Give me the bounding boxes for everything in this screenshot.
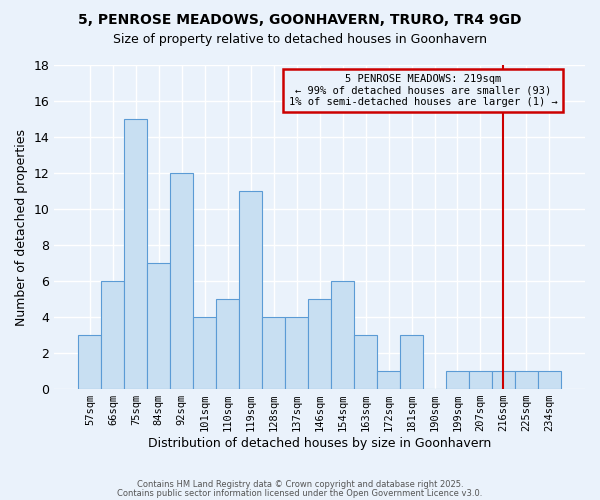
Bar [79, 335, 101, 389]
Bar [400, 335, 423, 389]
Bar [446, 371, 469, 389]
Bar [101, 281, 124, 389]
Bar [469, 371, 492, 389]
Text: Contains HM Land Registry data © Crown copyright and database right 2025.: Contains HM Land Registry data © Crown c… [137, 480, 463, 489]
X-axis label: Distribution of detached houses by size in Goonhavern: Distribution of detached houses by size … [148, 437, 491, 450]
Bar [285, 317, 308, 389]
Bar [492, 371, 515, 389]
Bar [515, 371, 538, 389]
Bar [354, 335, 377, 389]
Bar [216, 299, 239, 389]
Text: 5 PENROSE MEADOWS: 219sqm
← 99% of detached houses are smaller (93)
1% of semi-d: 5 PENROSE MEADOWS: 219sqm ← 99% of detac… [289, 74, 557, 107]
Bar [148, 263, 170, 389]
Bar [193, 317, 216, 389]
Y-axis label: Number of detached properties: Number of detached properties [15, 128, 28, 326]
Bar [538, 371, 561, 389]
Bar [377, 371, 400, 389]
Bar [308, 299, 331, 389]
Bar [239, 191, 262, 389]
Text: Contains public sector information licensed under the Open Government Licence v3: Contains public sector information licen… [118, 488, 482, 498]
Text: 5, PENROSE MEADOWS, GOONHAVERN, TRURO, TR4 9GD: 5, PENROSE MEADOWS, GOONHAVERN, TRURO, T… [78, 12, 522, 26]
Text: Size of property relative to detached houses in Goonhavern: Size of property relative to detached ho… [113, 32, 487, 46]
Bar [124, 119, 148, 389]
Bar [170, 173, 193, 389]
Bar [331, 281, 354, 389]
Bar [262, 317, 285, 389]
